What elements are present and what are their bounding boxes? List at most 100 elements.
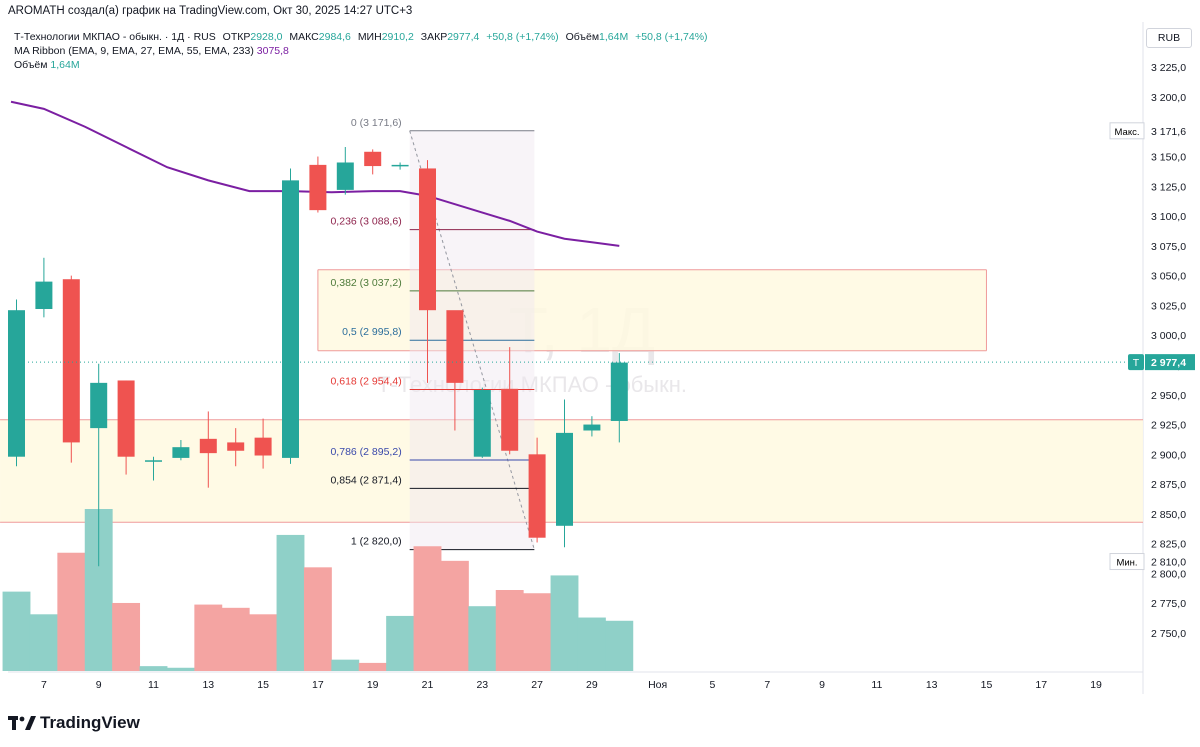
candle-body <box>282 180 299 458</box>
volume-bar[interactable] <box>139 666 168 671</box>
volume-bar[interactable] <box>249 614 278 671</box>
low-label: МИН <box>357 31 382 43</box>
candle[interactable] <box>364 149 382 175</box>
candle[interactable] <box>473 387 491 458</box>
fib-level-label-6: 0,854 (2 871,4) <box>330 474 401 486</box>
candle-body <box>309 164 327 211</box>
candle[interactable] <box>391 162 409 170</box>
tradingview-footer: TradingView <box>8 710 140 736</box>
candle[interactable] <box>336 147 354 195</box>
candle[interactable] <box>254 418 272 469</box>
ma-ribbon-line[interactable] <box>10 100 620 247</box>
volume-bar[interactable] <box>440 560 469 671</box>
candle-body <box>117 380 135 457</box>
y-tick-label: 3 200,0 <box>1151 92 1186 104</box>
volume-bar[interactable] <box>413 546 442 671</box>
x-tick-label: 29 <box>586 679 598 691</box>
candle[interactable] <box>610 353 628 443</box>
volume-indicator-label: Объём <box>14 59 48 71</box>
candle[interactable] <box>501 347 519 455</box>
candle[interactable] <box>556 399 573 548</box>
x-tick-label: 13 <box>202 679 214 691</box>
max-value-box <box>1145 122 1195 139</box>
volume-bar[interactable] <box>221 607 250 671</box>
candle-body <box>172 447 190 458</box>
volume-bar[interactable] <box>276 534 305 671</box>
x-tick-label: 17 <box>1035 679 1047 691</box>
attribution-text: AROMATH создал(а) график на TradingView.… <box>8 5 413 17</box>
candle-body <box>473 390 491 457</box>
candle[interactable] <box>117 380 135 475</box>
max-tag-label: Макс. <box>1115 127 1140 138</box>
attribution-bar: AROMATH создал(а) график на TradingView.… <box>0 0 1200 22</box>
x-tick-label: 17 <box>312 679 324 691</box>
fib-level-label-7: 1 (2 820,0) <box>351 536 402 548</box>
volume-bar[interactable] <box>331 659 360 671</box>
low-value: 2910,2 <box>381 31 414 43</box>
candle-body <box>145 460 162 462</box>
volume-bar[interactable] <box>194 604 223 671</box>
volume-bar[interactable] <box>386 615 415 671</box>
y-tick-label: 2 900,0 <box>1151 449 1186 461</box>
min-value-box <box>1145 553 1195 570</box>
watermark-name: Т-Технологии МКПАО - обыкн. <box>377 372 687 397</box>
candle-body <box>391 164 409 167</box>
symbol-title[interactable]: Т-Технологии МКПАО - обыкн. · 1Д · RUS <box>14 31 216 43</box>
volume-bar[interactable] <box>550 575 579 671</box>
price-tag-box <box>1128 354 1144 371</box>
candle[interactable] <box>446 310 464 431</box>
fib-level-label-4: 0,618 (2 954,4) <box>330 376 401 388</box>
y-tick-label: 3 075,0 <box>1151 241 1186 253</box>
price-label-box <box>1145 354 1195 371</box>
volume-bar[interactable] <box>57 552 86 671</box>
candle[interactable] <box>583 416 601 437</box>
candle[interactable] <box>8 299 25 467</box>
fib-level-label-5: 0,786 (2 895,2) <box>330 446 401 458</box>
ma-legend[interactable]: MA Ribbon (EMA, 9, EMA, 27, EMA, 55, EMA… <box>14 45 289 57</box>
ma-ribbon-value: 3075,8 <box>256 45 289 57</box>
max-tag-box <box>1109 122 1145 140</box>
candle[interactable] <box>62 275 80 463</box>
close-label: ЗАКР <box>420 31 448 43</box>
candle-body <box>501 388 519 451</box>
candle-body <box>419 168 436 311</box>
candle[interactable] <box>528 437 546 543</box>
candle[interactable] <box>35 257 53 318</box>
candle[interactable] <box>199 411 217 488</box>
x-tick-label: 5 <box>710 679 716 691</box>
volume-bar[interactable] <box>29 614 58 671</box>
x-tick-label: 27 <box>531 679 543 691</box>
currency-button[interactable]: RUB <box>1146 28 1192 48</box>
candle[interactable] <box>282 168 299 464</box>
candle[interactable] <box>172 440 190 461</box>
y-tick-label: 3 000,0 <box>1151 330 1186 342</box>
min-tag-label: Мин. <box>1116 558 1137 569</box>
volume-bar[interactable] <box>358 662 387 671</box>
volume-bar[interactable] <box>495 590 524 671</box>
volume-bar[interactable] <box>523 593 552 671</box>
ohlc-legend: Т-Технологии МКПАО - обыкн. · 1Д · RUS О… <box>14 31 708 43</box>
candle-body <box>62 279 80 443</box>
candle-body <box>583 424 601 431</box>
min-tag-box <box>1109 553 1145 571</box>
y-tick-label: 2 775,0 <box>1151 598 1186 610</box>
volume-bar[interactable] <box>303 567 332 671</box>
candle[interactable] <box>90 363 108 567</box>
volume-bar[interactable] <box>577 617 606 671</box>
volume-legend[interactable]: Объём 1,64M <box>14 59 80 71</box>
volume-label: Объём <box>565 31 600 43</box>
candle[interactable] <box>309 156 327 213</box>
volume-bar[interactable] <box>166 667 195 671</box>
volume-bar[interactable] <box>112 602 141 671</box>
candle[interactable] <box>227 428 245 467</box>
candle[interactable] <box>419 160 436 383</box>
volume-bar[interactable] <box>2 591 31 671</box>
y-tick-label: 2 950,0 <box>1151 390 1186 402</box>
y-tick-label: 2 875,0 <box>1151 479 1186 491</box>
ma-ribbon-label: MA Ribbon (EMA, 9, EMA, 27, EMA, 55, EMA… <box>14 45 254 57</box>
candle[interactable] <box>145 456 162 481</box>
volume-bar[interactable] <box>605 620 634 671</box>
volume-bar[interactable] <box>468 606 497 671</box>
candle-body <box>199 438 217 454</box>
